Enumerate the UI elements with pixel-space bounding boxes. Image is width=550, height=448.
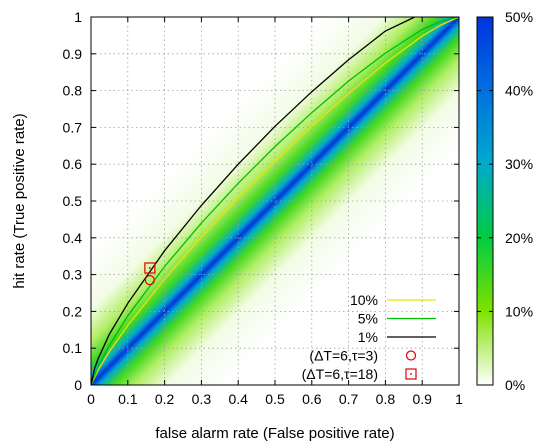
legend-label: 1% bbox=[358, 329, 378, 345]
point-circle bbox=[144, 275, 155, 286]
colorbar-tick-label: 20% bbox=[505, 230, 533, 246]
legend: 10% 5% 1% (ΔT=6,τ=3) (ΔT=6,τ=18) bbox=[302, 292, 436, 382]
colorbar-tick-label: 50% bbox=[505, 9, 533, 25]
x-axis-ticks: 0 0.1 0.2 0.3 0.4 0.5 0.6 0.7 0.8 0.9 1 bbox=[87, 17, 463, 407]
x-tick-label: 0.3 bbox=[192, 391, 212, 407]
legend-marker bbox=[405, 368, 417, 380]
y-tick-label: 0.3 bbox=[63, 267, 83, 283]
colorbar-tick-label: 0% bbox=[505, 377, 525, 393]
x-tick-label: 0.2 bbox=[155, 391, 175, 407]
colorbar-ticks: 0% 10% 20% 30% 40% 50% bbox=[477, 9, 533, 393]
data-points bbox=[144, 262, 156, 286]
y-tick-label: 0.5 bbox=[63, 193, 83, 209]
y-tick-label: 0.6 bbox=[63, 156, 83, 172]
colorbar bbox=[476, 16, 494, 386]
x-tick-label: 0.1 bbox=[118, 391, 138, 407]
y-tick-label: 0.7 bbox=[63, 119, 83, 135]
y-axis-label: hit rate (True positive rate) bbox=[11, 113, 28, 288]
legend-label: (ΔT=6,τ=18) bbox=[302, 366, 378, 382]
y-tick-label: 0.8 bbox=[63, 83, 83, 99]
x-tick-label: 0.8 bbox=[376, 391, 396, 407]
colorbar-tick-label: 40% bbox=[505, 83, 533, 99]
x-tick-label: 0 bbox=[87, 391, 95, 407]
y-tick-label: 1 bbox=[74, 9, 82, 25]
legend-label: (ΔT=6,τ=3) bbox=[309, 348, 378, 364]
y-tick-label: 0.9 bbox=[63, 46, 83, 62]
colorbar-tick-label: 30% bbox=[505, 156, 533, 172]
curve-1pct bbox=[91, 17, 416, 385]
y-tick-label: 0.4 bbox=[63, 230, 83, 246]
y-tick-label: 0.2 bbox=[63, 303, 83, 319]
y-tick-label: 0.1 bbox=[63, 340, 83, 356]
significance-curves bbox=[91, 17, 459, 385]
legend-label: 10% bbox=[350, 292, 378, 308]
point-square bbox=[144, 262, 156, 274]
x-tick-label: 0.9 bbox=[412, 391, 432, 407]
y-tick-label: 0 bbox=[74, 377, 82, 393]
x-axis-label: false alarm rate (False positive rate) bbox=[155, 425, 394, 442]
x-tick-label: 1 bbox=[455, 391, 463, 407]
x-tick-label: 0.7 bbox=[339, 391, 359, 407]
curve-10pct bbox=[91, 17, 459, 385]
colorbar-tick-label: 10% bbox=[505, 303, 533, 319]
x-tick-label: 0.6 bbox=[302, 391, 322, 407]
x-tick-label: 0.4 bbox=[228, 391, 248, 407]
curve-5pct bbox=[91, 17, 459, 385]
legend-marker bbox=[405, 350, 417, 361]
x-tick-label: 0.5 bbox=[265, 391, 285, 407]
legend-label: 5% bbox=[358, 311, 378, 327]
y-axis-ticks: 0 0.1 0.2 0.3 0.4 0.5 0.6 0.7 0.8 0.9 1 bbox=[63, 9, 459, 393]
